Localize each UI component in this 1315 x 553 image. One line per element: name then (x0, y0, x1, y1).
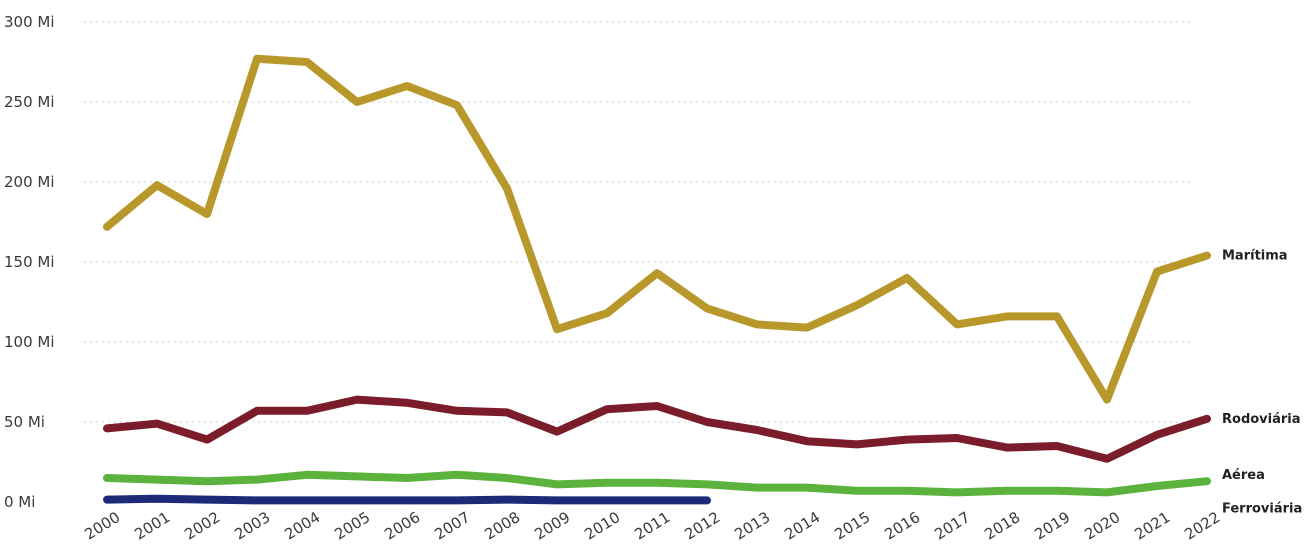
x-tick-label: 2019 (1031, 508, 1073, 544)
x-tick-label: 2012 (681, 508, 723, 544)
series-line-maritima (103, 54, 1211, 404)
x-tick-label: 2004 (281, 508, 323, 544)
x-tick-label: 2013 (731, 508, 773, 544)
x-tick-label: 2002 (181, 508, 223, 544)
x-tick-label: 2008 (481, 508, 523, 544)
x-tick-label: 2011 (631, 508, 673, 544)
y-tick-label: 200 Mi (4, 173, 55, 191)
x-tick-label: 2009 (531, 508, 573, 544)
y-tick-label: 100 Mi (4, 333, 55, 351)
x-tick-label: 2014 (781, 508, 823, 544)
x-tick-label: 2016 (881, 508, 923, 544)
y-tick-label: 50 Mi (4, 413, 45, 431)
x-axis-ticks: 2000 2001 2002 2003 2004 2005 2006 2007 2008 2009… (81, 508, 1223, 544)
x-tick-label: 2015 (831, 508, 873, 544)
series-labels: Marítima Rodoviária Aérea Ferroviária (1222, 249, 1302, 517)
series-line-ferroviaria (103, 494, 711, 505)
x-tick-label: 2003 (231, 508, 273, 544)
y-tick-label: 300 Mi (4, 13, 55, 31)
series-lines (103, 54, 1211, 505)
x-tick-label: 2018 (981, 508, 1023, 544)
series-line-rodoviaria (103, 395, 1211, 463)
x-tick-label: 2000 (81, 508, 123, 544)
series-label-maritima: Marítima (1222, 249, 1288, 264)
x-tick-label: 2022 (1181, 508, 1223, 544)
series-label-ferroviaria: Ferroviária (1222, 501, 1302, 516)
x-tick-label: 2010 (581, 508, 623, 544)
y-tick-label: 0 Mi (4, 493, 35, 511)
y-tick-label: 150 Mi (4, 253, 55, 271)
x-tick-label: 2001 (131, 508, 173, 544)
series-line-aerea (103, 470, 1211, 497)
x-tick-label: 2020 (1081, 508, 1123, 544)
grid-lines (84, 21, 1190, 423)
x-tick-label: 2017 (931, 508, 973, 544)
y-tick-label: 250 Mi (4, 93, 55, 111)
x-tick-label: 2007 (431, 508, 473, 544)
x-tick-label: 2005 (331, 508, 373, 544)
series-label-aerea: Aérea (1222, 468, 1265, 483)
series-label-rodoviaria: Rodoviária (1222, 412, 1301, 427)
x-tick-label: 2006 (381, 508, 423, 544)
x-tick-label: 2021 (1131, 508, 1173, 544)
y-axis-ticks: 0 Mi 50 Mi 100 Mi 150 Mi 200 Mi 250 Mi 300 Mi (4, 13, 55, 511)
